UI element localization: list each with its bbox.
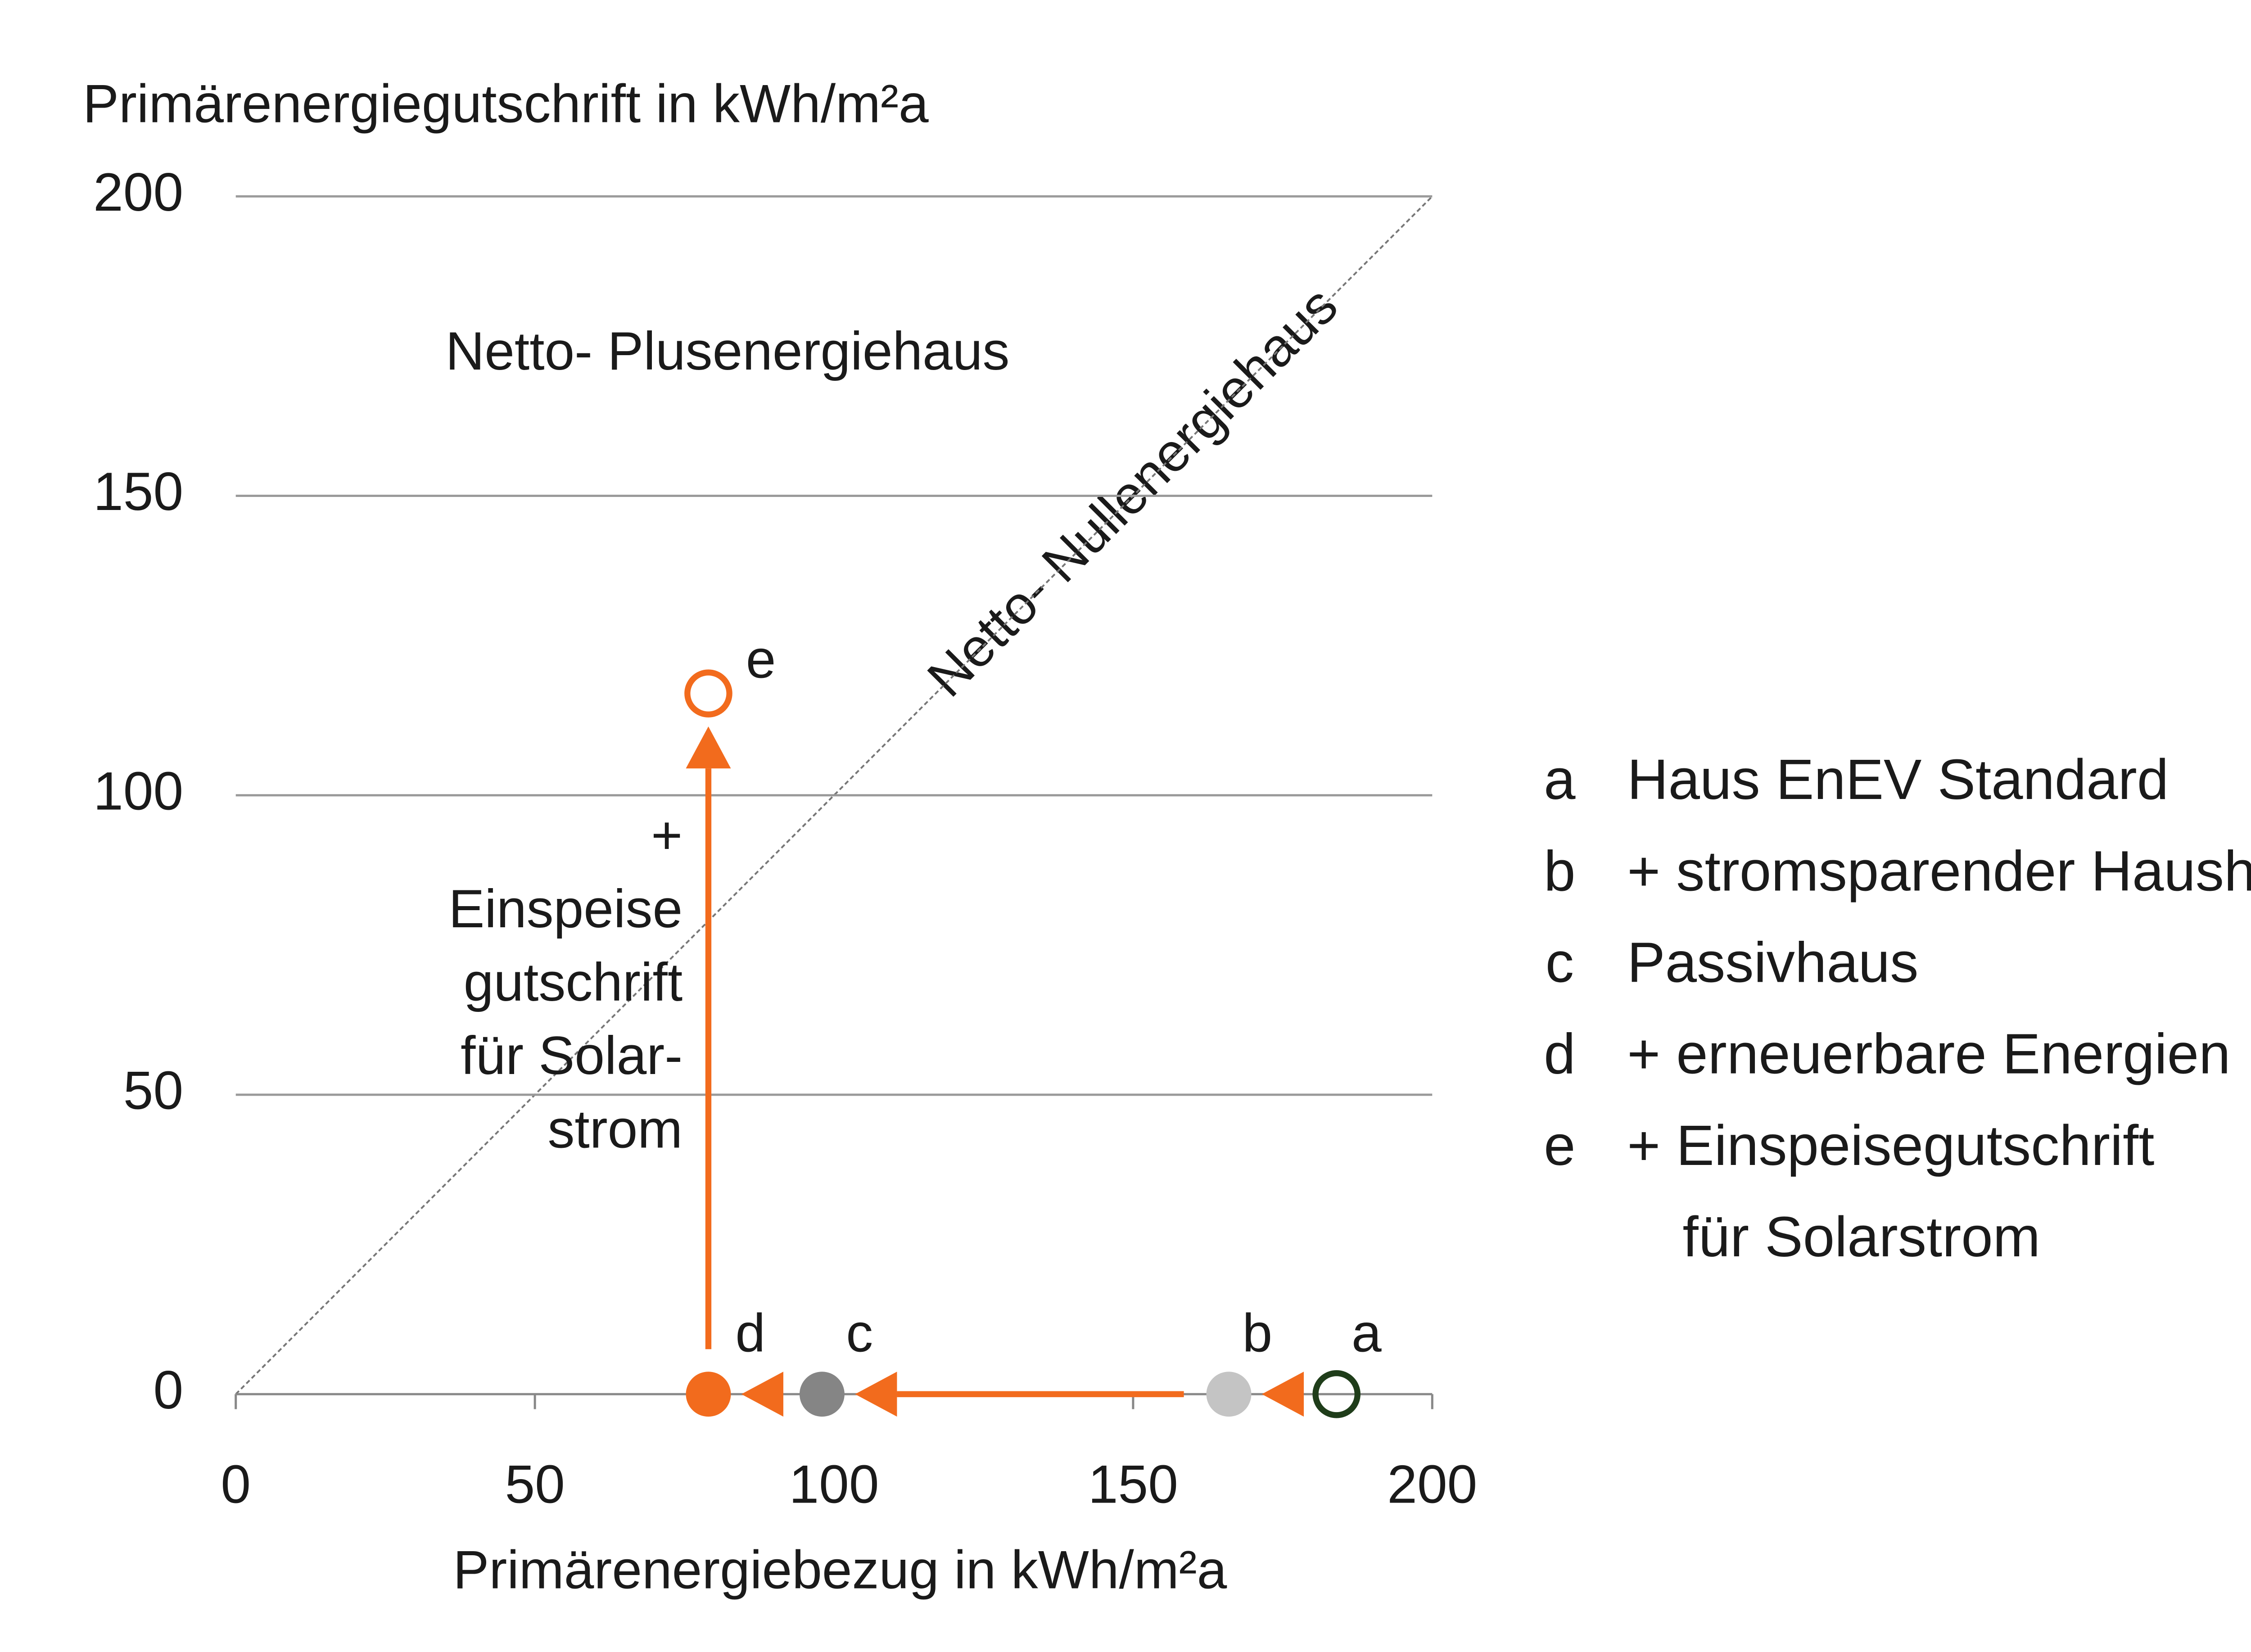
diagonal-line xyxy=(235,195,1433,1395)
x-tick-label: 0 xyxy=(221,1454,251,1515)
point xyxy=(686,1372,731,1417)
point xyxy=(684,669,732,718)
point-label: e xyxy=(746,629,776,690)
arrow-head xyxy=(855,1372,897,1417)
legend-key: e xyxy=(1544,1113,1575,1177)
point xyxy=(799,1372,845,1417)
arrow-label: + xyxy=(651,805,683,866)
legend-text: + Einspeisegutschrift xyxy=(1627,1113,2154,1177)
x-tick-label: 200 xyxy=(1387,1454,1477,1515)
legend-key: c xyxy=(1546,930,1574,994)
point xyxy=(1206,1372,1252,1417)
point xyxy=(1312,1370,1361,1418)
point-label: a xyxy=(1352,1303,1382,1363)
legend-key: d xyxy=(1544,1022,1575,1086)
legend-text: für Solarstrom xyxy=(1682,1205,2040,1268)
legend-text: Haus EnEV Standard xyxy=(1627,747,2169,811)
arrow-head xyxy=(686,726,731,769)
legend-text: + stromsparender Haushalt xyxy=(1627,839,2251,903)
legend-key: a xyxy=(1544,747,1576,811)
y-tick-label: 150 xyxy=(93,461,183,522)
arrow-head xyxy=(1261,1372,1304,1417)
arrow-head xyxy=(741,1372,783,1417)
region-label: Netto- Plusenergiehaus xyxy=(446,321,1010,381)
arrow-label: gutschrift xyxy=(464,952,683,1012)
y-tick-label: 0 xyxy=(153,1360,183,1420)
x-tick-label: 100 xyxy=(789,1454,879,1515)
legend-text: + erneuerbare Energien xyxy=(1627,1022,2230,1086)
x-tick-label: 50 xyxy=(505,1454,565,1515)
y-tick-label: 200 xyxy=(93,162,183,222)
y-axis-title: Primärenergiegutschrift in kWh/m²a xyxy=(83,73,929,134)
point-label: d xyxy=(735,1303,765,1363)
point-label: c xyxy=(846,1303,873,1363)
x-axis-title: Primärenergiebezug in kWh/m²a xyxy=(453,1539,1227,1600)
y-tick-label: 100 xyxy=(93,761,183,821)
arrow-label: Einspeise xyxy=(448,879,683,939)
legend-text: Passivhaus xyxy=(1627,930,1918,994)
y-tick-label: 50 xyxy=(123,1061,183,1121)
x-tick-label: 150 xyxy=(1088,1454,1178,1515)
legend-key: b xyxy=(1544,839,1575,903)
point-label: b xyxy=(1242,1303,1272,1363)
arrow-label: strom xyxy=(547,1099,683,1159)
arrow-label: für Solar- xyxy=(461,1025,683,1086)
